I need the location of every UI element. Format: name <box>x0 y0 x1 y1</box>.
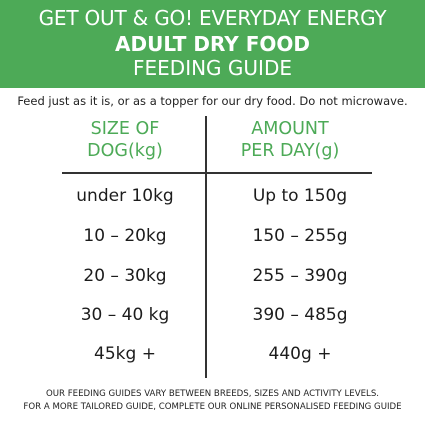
product-range-title: GET OUT & GO! EVERYDAY ENERGY <box>38 6 387 30</box>
column-header-dog-size: SIZE OF DOG(kg) <box>35 118 215 162</box>
vertical-divider <box>205 116 207 378</box>
table-cell-amount: Up to 150g <box>252 186 348 206</box>
column-header-line: PER DAY(g) <box>240 141 340 161</box>
column-header-line: AMOUNT <box>251 119 329 139</box>
table-cell-size: under 10kg <box>76 186 174 206</box>
table-cell-size: 20 – 30kg <box>83 266 167 286</box>
table-cell-amount: 255 – 390g <box>252 266 348 286</box>
header-banner: GET OUT & GO! EVERYDAY ENERGY ADULT DRY … <box>0 0 425 88</box>
footer-note: OUR FEEDING GUIDES VARY BETWEEN BREEDS, … <box>45 389 380 399</box>
table-cell-amount: 150 – 255g <box>252 226 348 246</box>
table-cell-size: 45kg + <box>94 344 156 364</box>
column-header-line: DOG(kg) <box>87 141 163 161</box>
table-cell-amount: 390 – 485g <box>252 305 348 325</box>
intro-text: Feed just as it is, or as a topper for o… <box>17 94 408 108</box>
product-name: ADULT DRY FOOD <box>115 32 310 56</box>
horizontal-divider <box>62 172 372 174</box>
column-header-amount: AMOUNT PER DAY(g) <box>200 118 380 162</box>
column-header-line: SIZE OF <box>90 119 160 139</box>
table-cell-size: 10 – 20kg <box>83 226 167 246</box>
footer-note: FOR A MORE TAILORED GUIDE, COMPLETE OUR … <box>23 402 402 412</box>
guide-title: FEEDING GUIDE <box>133 56 292 80</box>
table-cell-amount: 440g + <box>268 344 332 364</box>
table-cell-size: 30 – 40 kg <box>80 305 170 325</box>
